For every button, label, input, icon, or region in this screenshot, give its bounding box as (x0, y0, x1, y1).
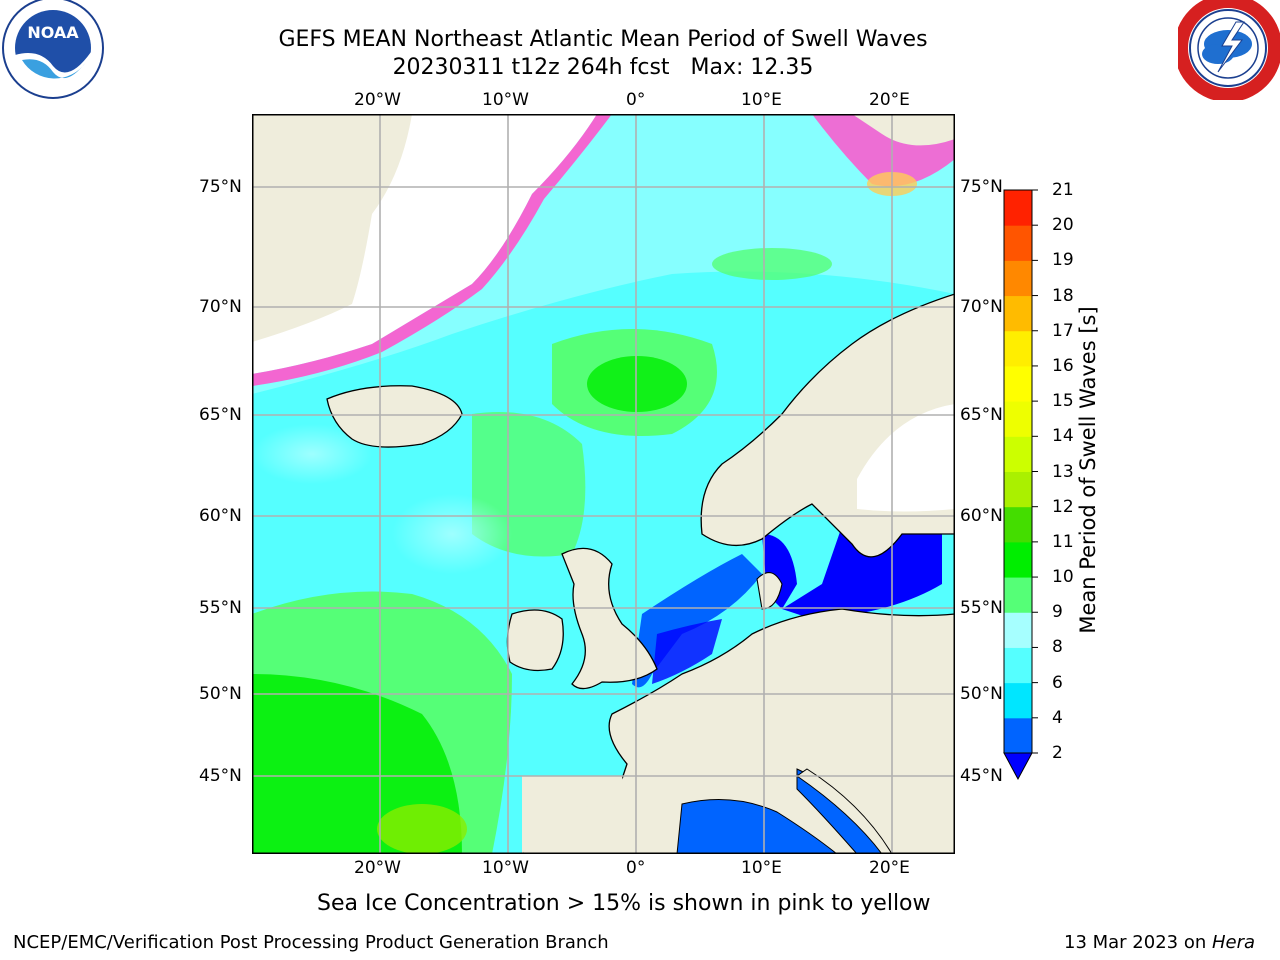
colorbar-tick-label: 2 (1052, 743, 1063, 763)
colorbar-bin-14-15 (1004, 401, 1032, 437)
colorbar-tick-label: 17 (1052, 320, 1074, 341)
footer-left: NCEP/EMC/Verification Post Processing Pr… (13, 932, 609, 953)
colorbar-bin-11-12 (1004, 506, 1032, 543)
baltic-sea-low-swell (782, 526, 942, 619)
colorbar-tick-label: 6 (1052, 672, 1063, 693)
max-label: Max: 12.35 (690, 55, 814, 80)
colorbar-bin-20-21 (1004, 190, 1032, 226)
colorbar-tick-label: 8 (1052, 637, 1063, 658)
colorbar-tick-label: 14 (1052, 426, 1074, 447)
forecast-label: 20230311 t12z 264h fcst (392, 55, 670, 80)
colorbar-tick-label: 20 (1052, 215, 1074, 236)
ireland (506, 609, 564, 672)
lat-label-right-60n: 60°N (960, 506, 1003, 526)
lon-label-bottom-20e: 20°E (869, 858, 910, 878)
great-britain (561, 547, 658, 690)
chart-subtitle: 20230311 t12z 264h fcst Max: 12.35 (0, 55, 1206, 81)
colorbar (1003, 189, 1038, 781)
colorbar-bin-9-10 (1004, 577, 1032, 613)
colorbar-bin-16-17 (1004, 330, 1032, 367)
colorbar-bin-13-14 (1004, 436, 1032, 472)
iceland (326, 385, 463, 448)
noaa-logo-text: NOAA (27, 23, 79, 42)
lon-label-top-0: 0° (626, 90, 646, 110)
colorbar-tick-label: 19 (1052, 250, 1074, 271)
lat-lon-grid (252, 114, 955, 854)
lon-label-bottom-0: 0° (626, 858, 646, 878)
chart-title: GEFS MEAN Northeast Atlantic Mean Period… (278, 27, 928, 52)
greenland-land (252, 114, 412, 342)
lat-label-left-55n: 55°N (199, 598, 242, 618)
lat-label-right-55n: 55°N (960, 598, 1003, 618)
lat-label-left-50n: 50°N (199, 684, 242, 704)
colorbar-tick-label: 18 (1052, 285, 1074, 306)
lon-label-top-10e: 10°E (741, 90, 782, 110)
colorbar-bin-19-20 (1004, 225, 1032, 261)
lat-label-right-75n: 75°N (960, 177, 1003, 197)
colorbar-tick-label: 13 (1052, 461, 1074, 482)
colorbar-tick-label: 12 (1052, 496, 1074, 517)
colorbar-bin-15-16 (1004, 365, 1032, 402)
lat-label-left-45n: 45°N (199, 766, 242, 786)
colorbar-tick-label: 21 (1052, 180, 1074, 200)
colorbar-tick-label: 9 (1052, 602, 1063, 623)
lat-label-left-70n: 70°N (199, 297, 242, 317)
lon-label-top-20w: 20°W (354, 90, 401, 110)
lat-label-right-50n: 50°N (960, 684, 1003, 704)
lat-label-left-75n: 75°N (199, 177, 242, 197)
footer-right: 13 Mar 2023 on Hera (1064, 932, 1255, 954)
swell-period-map[interactable] (252, 114, 955, 854)
footer-host: Hera (1211, 932, 1256, 953)
colorbar-tick-label: 16 (1052, 355, 1074, 376)
colorbar-bin-12-13 (1004, 471, 1032, 508)
lat-label-right-65n: 65°N (960, 405, 1003, 425)
colorbar-bin-8-9 (1004, 612, 1032, 648)
colorbar-tick-label: 10 (1052, 567, 1074, 588)
colorbar-bin-18-19 (1004, 260, 1032, 297)
lat-label-left-65n: 65°N (199, 405, 242, 425)
lon-label-top-10w: 10°W (482, 90, 529, 110)
lon-label-bottom-10e: 10°E (741, 858, 782, 878)
map-frame (252, 114, 955, 854)
lat-label-right-70n: 70°N (960, 297, 1003, 317)
lon-label-bottom-20w: 20°W (354, 858, 401, 878)
noaa-logo: NOAA (2, 0, 104, 99)
colorbar-tick-label: 4 (1052, 707, 1063, 728)
lon-label-bottom-10w: 10°W (482, 858, 529, 878)
nws-logo (1178, 0, 1280, 100)
colorbar-tick-label: 15 (1052, 391, 1074, 412)
colorbar-bin-10-11 (1004, 541, 1032, 578)
lon-label-top-20e: 20°E (869, 90, 910, 110)
colorbar-label: Mean Period of Swell Waves [s] (1076, 306, 1100, 634)
footer-date: 13 Mar 2023 on (1064, 932, 1212, 953)
colorbar-bin-4-6 (1004, 682, 1032, 719)
colorbar-bin-17-18 (1004, 295, 1032, 332)
colorbar-bin-2-4 (1004, 717, 1032, 754)
colorbar-tick-label: 11 (1052, 531, 1074, 552)
colorbar-tick-labels: 2 4 6 8 9 10 11 12 13 14 15 16 17 18 19 20 21 (1052, 0, 1092, 960)
colorbar-extend-arrow (1003, 752, 1033, 781)
colorbar-bin-6-8 (1004, 647, 1032, 684)
lat-label-right-45n: 45°N (960, 766, 1003, 786)
lat-label-left-60n: 60°N (199, 506, 242, 526)
sea-ice-note-text: Sea Ice Concentration > 15% is shown in … (317, 891, 931, 916)
